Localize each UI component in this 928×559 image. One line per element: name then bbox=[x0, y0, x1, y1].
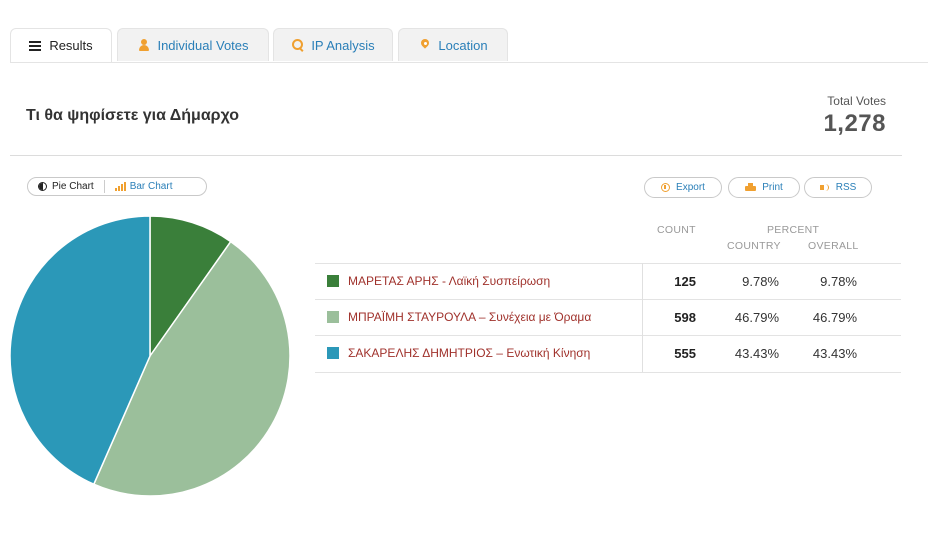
rss-label: RSS bbox=[835, 182, 857, 193]
rss-icon bbox=[819, 183, 830, 192]
percent-overall: 46.79% bbox=[812, 310, 857, 325]
export-button[interactable]: Export bbox=[644, 177, 722, 198]
total-votes-label: Total Votes bbox=[827, 94, 886, 108]
percent-country: 46.79% bbox=[734, 310, 779, 325]
map-pin-icon bbox=[418, 38, 432, 52]
poll-title: Τι θα ψηφίσετε για Δήμαρχο bbox=[26, 107, 239, 124]
header-count: COUNT bbox=[657, 224, 696, 236]
tab-results[interactable]: Results bbox=[10, 28, 112, 62]
bar-chart-icon bbox=[114, 182, 126, 191]
candidate-name-link[interactable]: ΜΠΡΑΪΜΗ ΣΤΑΥΡΟΥΛΑ – Συνέχεια με Όραμα bbox=[348, 310, 592, 324]
list-icon bbox=[29, 39, 43, 53]
bar-chart-button[interactable]: Bar Chart bbox=[105, 178, 183, 195]
print-label: Print bbox=[762, 182, 783, 193]
export-label: Export bbox=[676, 182, 705, 193]
pie-chart bbox=[9, 215, 291, 497]
printer-icon bbox=[745, 183, 757, 192]
legend-swatch bbox=[327, 275, 339, 287]
pie-slice-1[interactable] bbox=[149, 215, 232, 359]
tab-individual-votes-label: Individual Votes bbox=[157, 37, 249, 53]
rss-button[interactable]: RSS bbox=[804, 177, 872, 198]
percent-country: 9.78% bbox=[742, 274, 779, 289]
tab-location[interactable]: Location bbox=[398, 28, 508, 61]
candidate-name-link[interactable]: ΜΑΡΕΤΑΣ ΑΡΗΣ - Λαϊκή Συσπείρωση bbox=[348, 274, 551, 288]
header-divider bbox=[10, 155, 902, 156]
table-row: ΜΠΡΑΪΜΗ ΣΤΑΥΡΟΥΛΑ – Συνέχεια με Όραμα 59… bbox=[315, 299, 901, 336]
tab-bar: Results Individual Votes IP Analysis Loc… bbox=[10, 28, 928, 63]
pie-slice-3[interactable] bbox=[9, 215, 151, 486]
search-icon bbox=[291, 38, 305, 52]
print-button[interactable]: Print bbox=[728, 177, 800, 198]
vote-count: 125 bbox=[674, 274, 696, 289]
pie-slice-2[interactable] bbox=[92, 240, 291, 497]
header-percent: PERCENT bbox=[767, 224, 820, 236]
user-icon bbox=[137, 38, 151, 52]
table-row: ΜΑΡΕΤΑΣ ΑΡΗΣ - Λαϊκή Συσπείρωση 125 9.78… bbox=[315, 263, 901, 300]
candidate-name-link[interactable]: ΣΑΚΑΡΕΛΗΣ ΔΗΜΗΤΡΙΟΣ – Ενωτική Κίνηση bbox=[348, 346, 591, 360]
header-overall: OVERALL bbox=[808, 240, 859, 252]
tab-ip-analysis-label: IP Analysis bbox=[311, 37, 375, 53]
legend-swatch bbox=[327, 347, 339, 359]
tab-location-label: Location bbox=[438, 37, 488, 53]
header-country: COUNTRY bbox=[727, 240, 781, 252]
download-icon bbox=[661, 183, 671, 192]
pie-chart-icon bbox=[38, 182, 47, 191]
pie-chart-button[interactable]: Pie Chart bbox=[28, 178, 104, 195]
toggle-divider bbox=[103, 180, 105, 193]
vote-count: 598 bbox=[674, 310, 696, 325]
tab-ip-analysis[interactable]: IP Analysis bbox=[273, 28, 393, 61]
percent-country: 43.43% bbox=[734, 346, 779, 361]
total-votes-value: 1,278 bbox=[823, 110, 886, 137]
percent-overall: 43.43% bbox=[812, 346, 857, 361]
percent-overall: 9.78% bbox=[820, 274, 857, 289]
legend-swatch bbox=[327, 311, 339, 323]
chart-type-toggle: Pie Chart Bar Chart bbox=[27, 177, 207, 196]
count-column-divider bbox=[642, 263, 643, 372]
tab-results-label: Results bbox=[49, 38, 93, 53]
vote-count: 555 bbox=[674, 346, 696, 361]
pie-chart-label: Pie Chart bbox=[52, 181, 94, 192]
table-row: ΣΑΚΑΡΕΛΗΣ ΔΗΜΗΤΡΙΟΣ – Ενωτική Κίνηση 555… bbox=[315, 335, 901, 373]
tab-individual-votes[interactable]: Individual Votes bbox=[117, 28, 269, 61]
bar-chart-label: Bar Chart bbox=[129, 181, 173, 192]
